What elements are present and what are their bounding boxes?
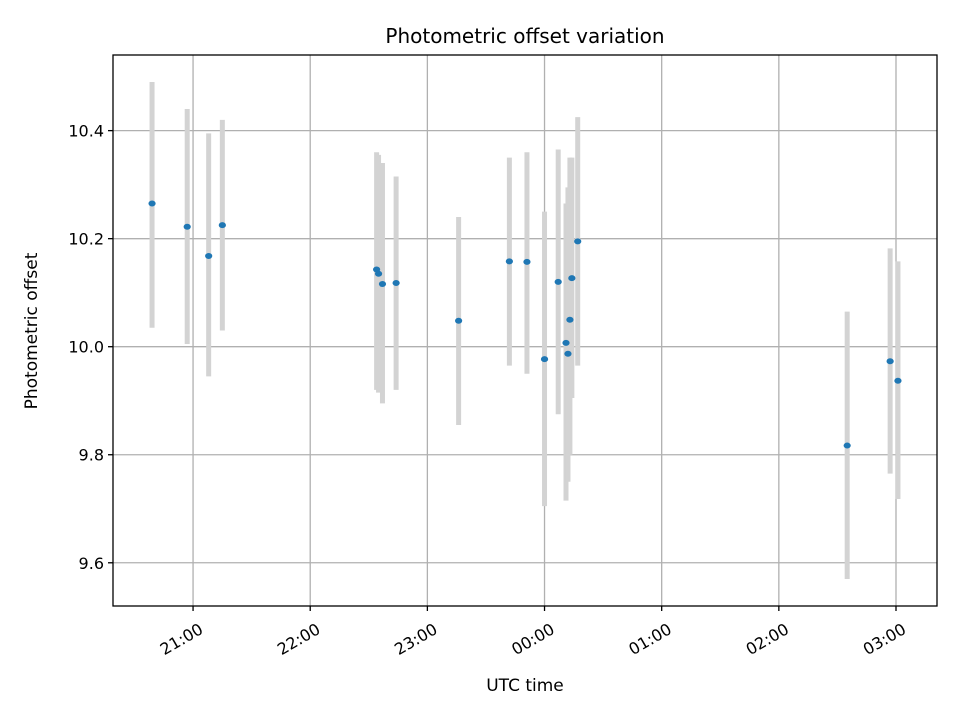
data-point bbox=[374, 270, 383, 277]
data-point bbox=[562, 339, 570, 346]
y-tick-label: 10.0 bbox=[68, 338, 104, 357]
data-point bbox=[894, 377, 902, 384]
y-axis-label: Photometric offset bbox=[22, 252, 42, 409]
data-point bbox=[568, 275, 576, 282]
data-point bbox=[505, 258, 513, 265]
data-point bbox=[540, 356, 549, 363]
data-point bbox=[392, 279, 400, 286]
data-point bbox=[574, 238, 582, 245]
data-point bbox=[886, 358, 894, 365]
plot-frame bbox=[112, 54, 938, 607]
data-point bbox=[843, 442, 851, 449]
y-tick-label: 9.8 bbox=[79, 446, 104, 465]
data-points bbox=[148, 200, 902, 449]
grid bbox=[113, 55, 937, 606]
data-point bbox=[455, 317, 463, 324]
y-tick-label: 10.4 bbox=[68, 122, 104, 141]
data-point bbox=[218, 222, 226, 229]
chart-title: Photometric offset variation bbox=[385, 24, 664, 48]
y-axis-ticks: 9.6 9.8 10.0 10.2 10.4 bbox=[68, 122, 113, 573]
data-point bbox=[564, 350, 572, 357]
y-tick-label: 10.2 bbox=[68, 230, 104, 249]
y-tick-label: 9.6 bbox=[79, 554, 104, 573]
data-point bbox=[554, 278, 562, 285]
data-point bbox=[183, 223, 191, 230]
x-axis-label: UTC time bbox=[486, 676, 564, 696]
data-point bbox=[205, 252, 213, 259]
data-point bbox=[378, 281, 387, 288]
data-point bbox=[148, 200, 156, 207]
data-point bbox=[566, 316, 574, 323]
data-point bbox=[523, 258, 531, 265]
